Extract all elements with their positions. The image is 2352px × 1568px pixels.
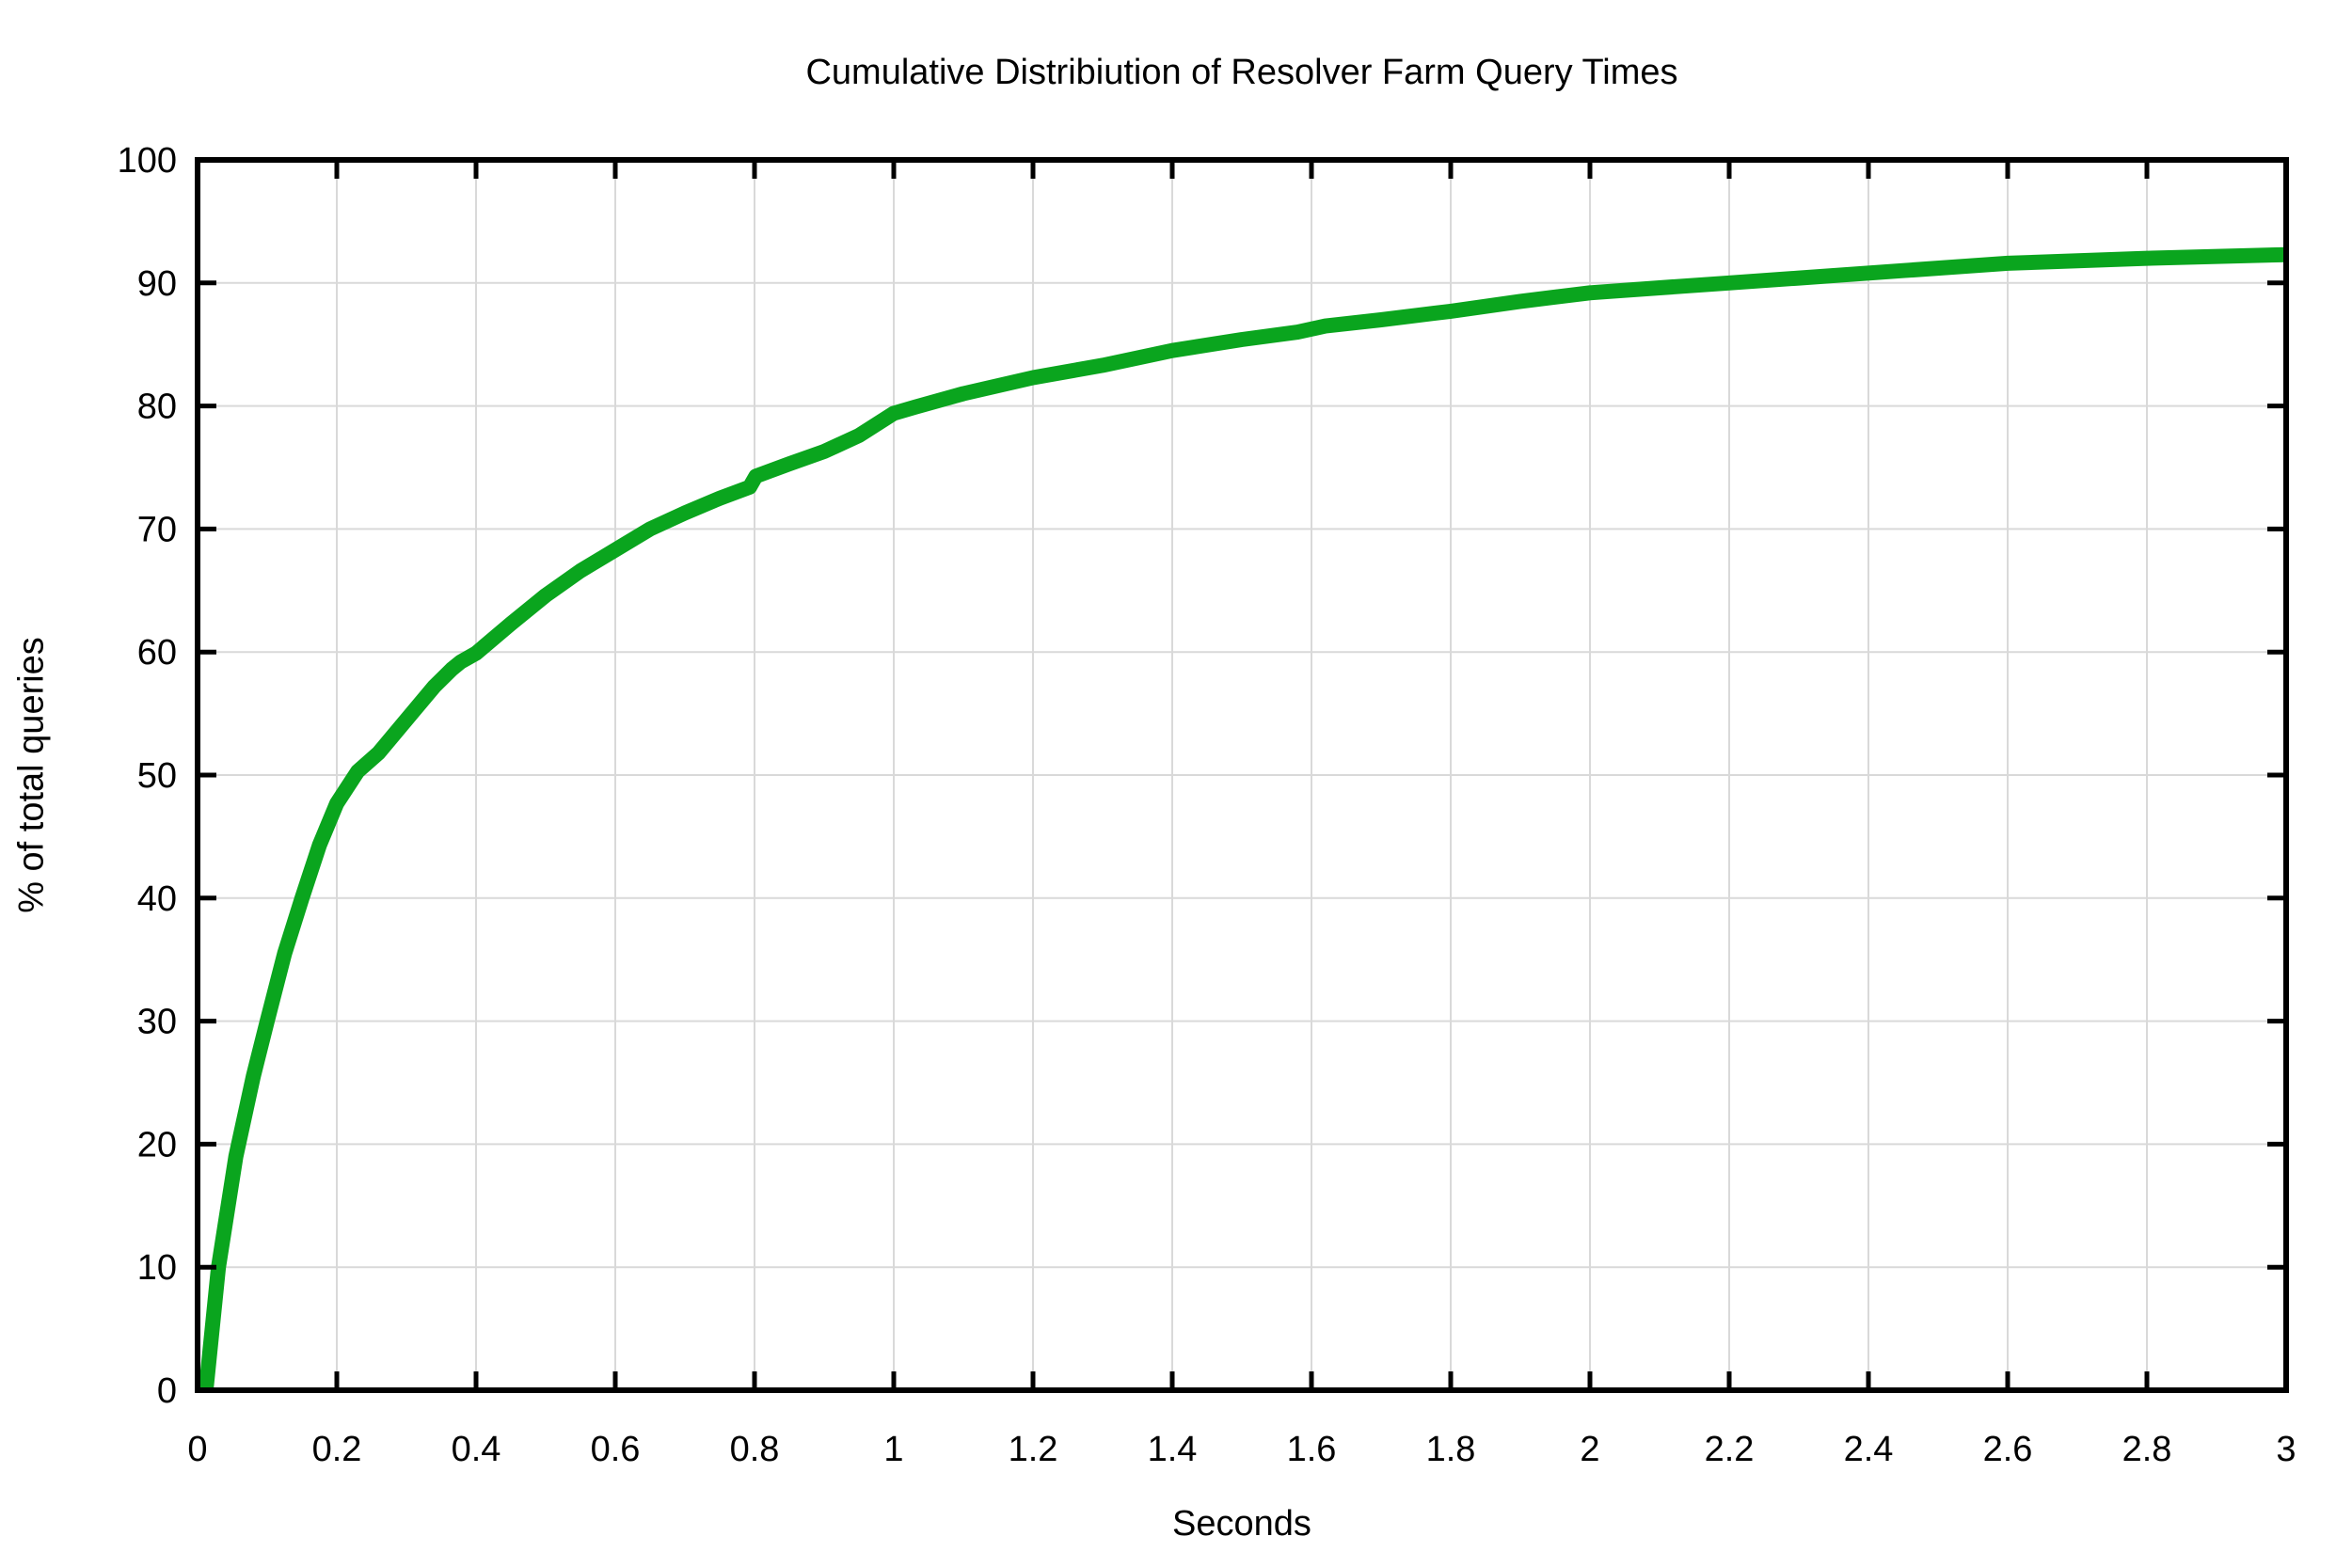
x-tick-label: 1.2 (1009, 1430, 1058, 1469)
y-tick-label: 40 (137, 879, 177, 919)
x-tick-label: 2.4 (1844, 1430, 1894, 1469)
y-tick-label: 60 (137, 633, 177, 673)
x-axis-label: Seconds (1172, 1504, 1311, 1544)
y-tick-label: 50 (137, 756, 177, 796)
x-tick-label: 1.4 (1148, 1430, 1198, 1469)
y-tick-label: 80 (137, 388, 177, 427)
x-tick-label: 1.6 (1287, 1430, 1337, 1469)
x-tick-label: 2.8 (2122, 1430, 2172, 1469)
x-tick-label: 1 (883, 1430, 903, 1469)
cdf-curve (198, 246, 2286, 1390)
y-tick-label: 20 (137, 1125, 177, 1164)
y-tick-label: 70 (137, 510, 177, 549)
x-tick-label: 2.6 (1983, 1430, 2033, 1469)
y-tick-label: 0 (157, 1371, 177, 1411)
x-tick-label: 0.4 (452, 1430, 501, 1469)
x-tick-label: 0 (187, 1430, 207, 1469)
y-tick-label: 100 (118, 141, 177, 181)
y-axis-label: % of total queries (11, 637, 52, 913)
x-tick-label: 1.8 (1426, 1430, 1476, 1469)
x-tick-label: 2 (1580, 1430, 1599, 1469)
y-tick-label: 90 (137, 264, 177, 304)
y-tick-label: 30 (137, 1003, 177, 1042)
y-tick-label: 10 (137, 1248, 177, 1288)
x-tick-label: 0.8 (730, 1430, 780, 1469)
chart-title: Cumulative Distribiution of Resolver Far… (805, 53, 1678, 92)
x-tick-label: 2.2 (1705, 1430, 1755, 1469)
x-tick-label: 0.6 (591, 1430, 641, 1469)
x-tick-label: 3 (2276, 1430, 2296, 1469)
x-tick-label: 0.2 (312, 1430, 362, 1469)
